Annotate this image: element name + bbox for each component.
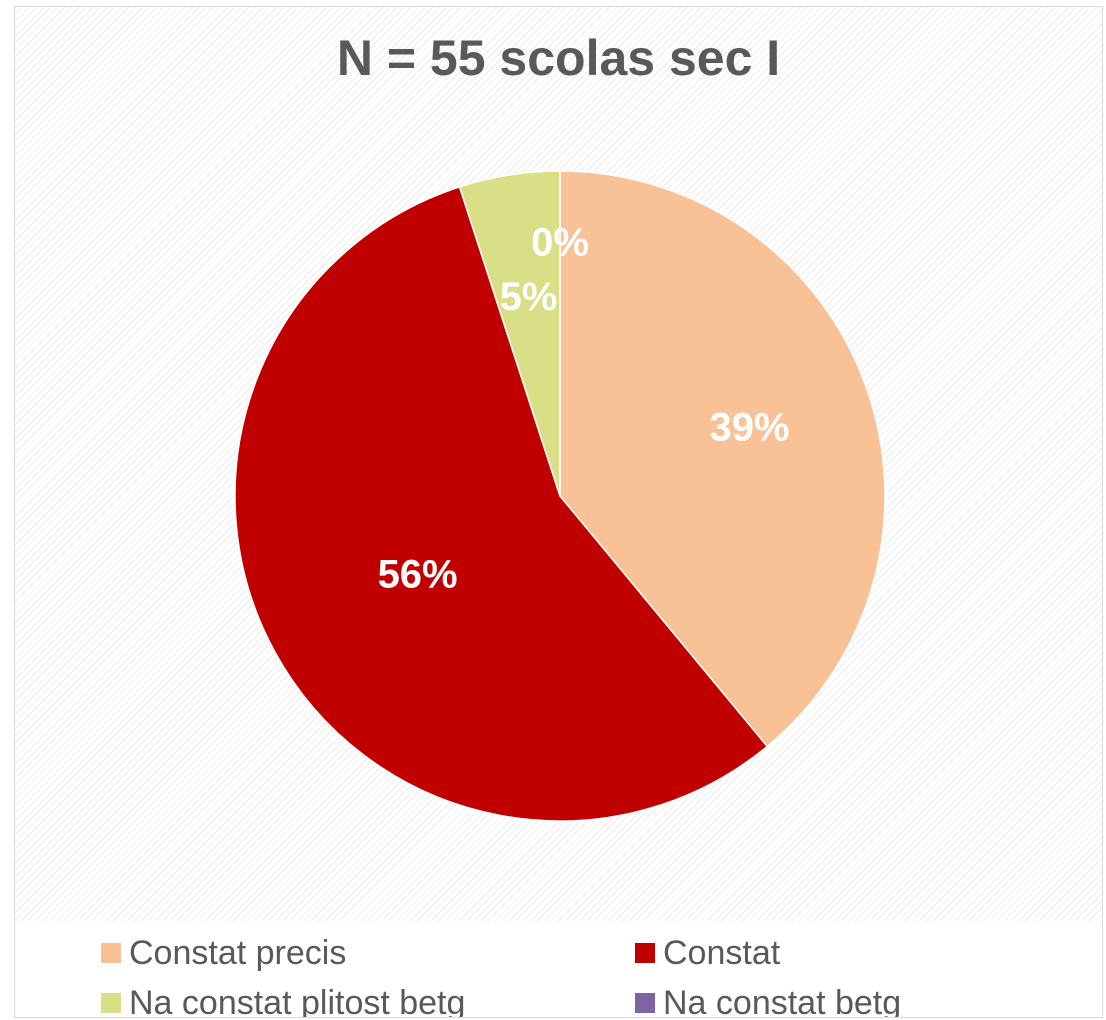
pie-slice-constat-precis: [559, 170, 886, 748]
legend-swatch-na-constat-betg: [635, 993, 655, 1013]
pie-slice-na-constat-plitost-betg: [458, 170, 561, 497]
legend-label-na-constat-betg: Na constat betg: [663, 983, 902, 1018]
chart-title: N = 55 scolas sec I: [336, 30, 781, 86]
chart-frame: N = 55 scolas sec I 39% 56% 5% 0% Constat p…: [14, 6, 1103, 1018]
data-label-constat: 56%: [378, 552, 458, 596]
legend-item-constat: Constat: [635, 933, 780, 973]
legend-item-constat-precis: Constat precis: [101, 933, 346, 973]
legend: Constat precis Constat Na constat plitost …: [15, 921, 1102, 1018]
legend-item-na-constat-betg: Na constat betg: [635, 983, 902, 1018]
legend-label-na-constat-plitost-betg: Na constat plitost betg: [129, 983, 466, 1018]
data-label-constat-precis: 39%: [710, 406, 790, 450]
legend-swatch-constat-precis: [101, 943, 121, 963]
data-label-na-constat-betg: 0%: [531, 221, 589, 265]
pie-slice-constat: [234, 185, 769, 822]
legend-swatch-na-constat-plitost-betg: [101, 993, 121, 1013]
legend-item-na-constat-plitost-betg: Na constat plitost betg: [101, 983, 466, 1018]
legend-swatch-constat: [635, 943, 655, 963]
data-label-na-constat-plitost-betg: 5%: [500, 275, 558, 319]
legend-label-constat-precis: Constat precis: [129, 933, 347, 972]
legend-label-constat: Constat: [663, 933, 781, 972]
pie-chart: 39% 56% 5% 0%: [234, 170, 886, 822]
